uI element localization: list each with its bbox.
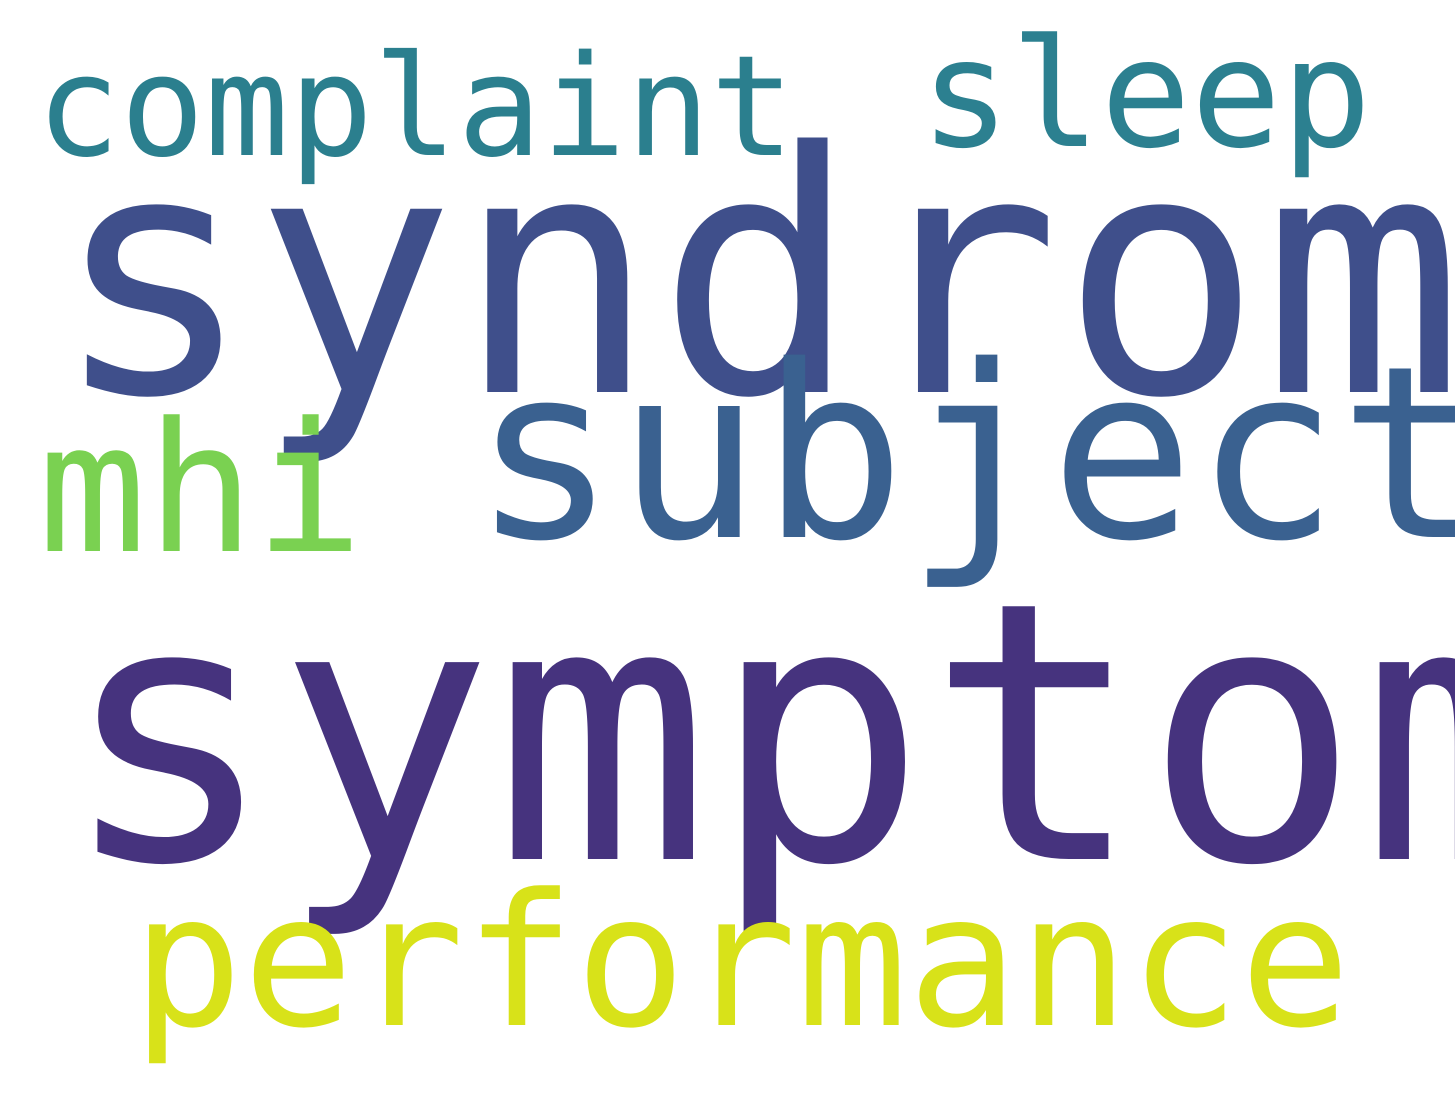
word-complaint: complaint <box>36 26 795 189</box>
word-subject: subject <box>472 314 1455 594</box>
word-mhi: mhi <box>38 385 364 594</box>
word-sleep: sleep <box>920 8 1372 182</box>
word-symptom: symptom <box>60 525 1455 944</box>
word-performance: performance <box>132 855 1351 1069</box>
word-syndrome: syndrome <box>52 82 1455 472</box>
